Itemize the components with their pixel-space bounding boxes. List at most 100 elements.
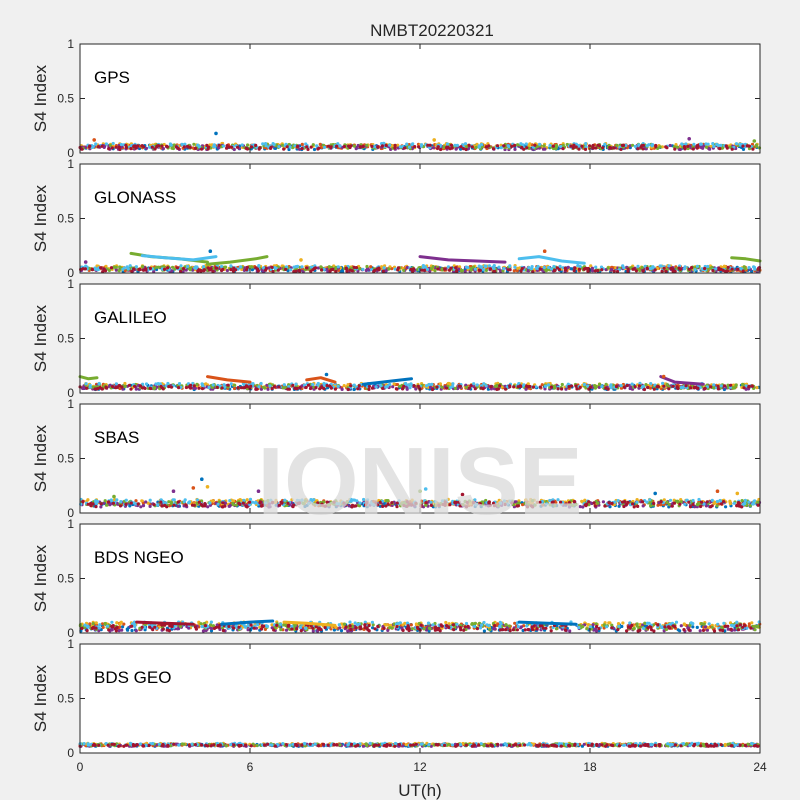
data-point [136,144,140,148]
ytick-label: 0.5 [57,92,74,106]
data-point [153,386,157,390]
data-point [220,268,224,273]
data-point [662,498,666,502]
data-point [155,267,159,272]
data-point [625,383,629,388]
data-point [631,502,635,506]
data-point [124,498,128,502]
data-point [227,504,232,508]
data-point [428,143,432,147]
series-track [517,255,586,265]
data-point [141,382,145,386]
data-point [405,385,409,390]
data-point [612,146,616,150]
data-point [384,143,388,147]
panel-plot-area [80,524,760,633]
data-point [728,383,733,387]
data-point [99,266,103,270]
data-point [292,265,296,269]
data-point [124,502,128,506]
data-point [477,145,481,149]
data-point [619,384,623,388]
data-point [349,144,353,148]
data-point [300,265,304,269]
data-point [672,501,677,505]
data-point [449,385,453,390]
series-dots [78,141,762,152]
data-point [667,264,671,268]
data-point [209,267,213,271]
data-point [516,143,520,147]
data-point [331,267,335,271]
data-point [338,144,342,148]
data-point [667,502,671,507]
data-point [94,505,98,509]
data-point [123,381,127,386]
data-point [325,383,329,388]
data-point [558,264,562,268]
data-point [574,384,578,388]
data-point [662,384,666,388]
data-point [356,387,360,391]
data-point [525,146,529,150]
data-point [162,267,167,271]
data-point [577,147,581,151]
data-point [232,386,237,391]
data-point [225,144,229,148]
data-point [440,268,444,272]
data-point [665,146,669,150]
spike-point [299,258,303,262]
data-point [675,145,680,149]
data-point [714,267,718,271]
data-point [588,144,592,148]
data-point [382,141,386,145]
data-point [222,144,226,148]
data-point [311,382,315,387]
data-point [236,267,240,271]
data-point [186,145,191,149]
data-point [584,142,588,146]
data-point [640,385,644,389]
data-point [280,143,285,147]
data-point [378,504,382,508]
data-point [194,146,198,150]
data-point [696,143,700,147]
data-point [750,384,755,388]
data-point [621,143,626,147]
data-point [747,500,751,504]
data-point [495,383,499,387]
data-point [449,266,453,270]
data-point [179,264,183,268]
y-axis-label: S4 Index [31,424,50,492]
data-point [603,142,607,146]
data-point [447,381,451,386]
data-point [489,385,493,389]
data-point [676,386,680,391]
data-point [259,381,263,386]
data-point [659,264,663,268]
data-point [516,266,520,270]
data-point [414,387,418,391]
data-point [543,387,547,391]
data-point [717,267,721,271]
data-point [660,269,664,273]
data-point [286,387,290,391]
data-point [316,266,320,270]
data-point [334,269,338,274]
data-point [649,504,653,508]
data-point [173,267,177,271]
data-point [409,382,413,386]
data-point [249,384,253,388]
data-point [730,267,734,271]
data-point [352,387,356,392]
panel-plot-area [80,164,760,273]
data-point [409,623,413,627]
data-point [620,624,624,629]
data-point [161,387,165,391]
data-point [300,146,304,151]
data-point [182,145,186,149]
data-point [728,502,733,506]
data-point [202,268,206,272]
